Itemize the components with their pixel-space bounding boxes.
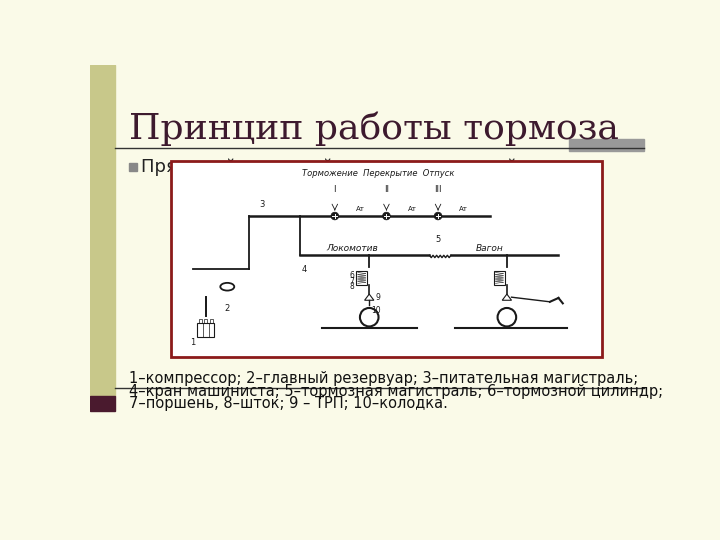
Bar — [569, 139, 644, 151]
Circle shape — [382, 212, 390, 220]
Text: 1–компрессор; 2–главный резервуар; 3–питательная магистраль;: 1–компрессор; 2–главный резервуар; 3–пит… — [129, 372, 638, 386]
Circle shape — [331, 212, 338, 220]
Text: 4: 4 — [302, 265, 307, 274]
Text: Прямодействующий неавтоматический тормоз: Прямодействующий неавтоматический тормоз — [141, 158, 590, 176]
Text: II: II — [384, 185, 389, 194]
Text: 2: 2 — [225, 305, 230, 313]
Text: 9: 9 — [375, 293, 380, 302]
Bar — [494, 271, 505, 285]
Text: 10: 10 — [372, 306, 381, 315]
Bar — [129, 164, 137, 171]
Bar — [210, 319, 213, 323]
Text: Aт: Aт — [408, 206, 417, 212]
Text: 6: 6 — [349, 271, 354, 280]
Bar — [90, 65, 114, 396]
Text: Локомотив: Локомотив — [326, 244, 378, 253]
Text: 3: 3 — [259, 200, 264, 209]
Text: 4–кран машиниста; 5–тормозная магистраль; 6–тормозной цилиндр;: 4–кран машиниста; 5–тормозная магистраль… — [129, 383, 663, 399]
Text: 7–поршень, 8–шток; 9 – ТРП; 10–колодка.: 7–поршень, 8–шток; 9 – ТРП; 10–колодка. — [129, 396, 448, 411]
Text: Вагон: Вагон — [476, 244, 503, 253]
Bar — [197, 323, 215, 337]
Text: 7: 7 — [349, 277, 354, 286]
Text: 5: 5 — [436, 234, 441, 244]
Text: 1: 1 — [189, 339, 195, 347]
Text: Торможение  Перекрытие  Отпуск: Торможение Перекрытие Отпуск — [302, 169, 454, 178]
Bar — [199, 319, 202, 323]
Bar — [171, 161, 601, 357]
Circle shape — [434, 212, 442, 220]
Text: Принцип работы тормоза: Принцип работы тормоза — [129, 111, 618, 145]
Bar — [356, 271, 367, 285]
Text: I: I — [333, 185, 336, 194]
Text: 8: 8 — [349, 282, 354, 291]
Text: Aт: Aт — [356, 206, 365, 212]
Bar — [204, 319, 207, 323]
Text: III: III — [434, 185, 442, 194]
Text: Aт: Aт — [459, 206, 468, 212]
Bar — [90, 396, 114, 411]
